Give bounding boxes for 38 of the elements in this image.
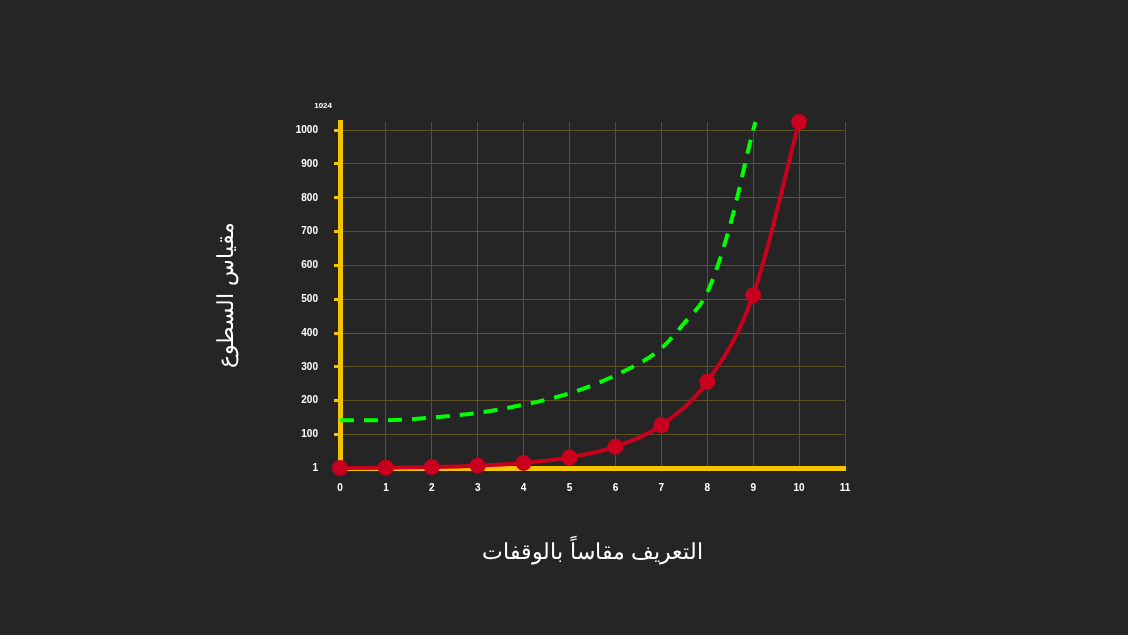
y-tick-label: 600 (301, 259, 319, 271)
point (423, 458, 440, 475)
x-tick-label: 8 (704, 481, 711, 493)
point (653, 417, 670, 434)
y-tick-label: 200 (301, 394, 319, 406)
x-tick-label: 5 (566, 481, 573, 493)
point (332, 460, 348, 476)
y-tick-label: 800 (301, 191, 319, 203)
x-tick-label: 4 (520, 481, 527, 493)
y-axis-title: مقياس السطوع (213, 222, 240, 368)
y-tick-label: 900 (301, 157, 319, 169)
point (469, 457, 486, 474)
text: 1024 (314, 101, 333, 111)
point (515, 454, 532, 471)
y-tick-label: 300 (301, 360, 319, 372)
x-tick-label: 6 (612, 481, 619, 493)
y-tick-label: 1000 (295, 123, 319, 135)
x-tick-label: 3 (474, 481, 481, 493)
point (607, 438, 624, 455)
x-axis-title: التعريف مقاساً بالوقفات (482, 534, 703, 565)
y-tick-label: 700 (301, 225, 319, 237)
x-tick-label: 1 (383, 481, 390, 493)
y-tick-label: 100 (301, 428, 319, 440)
x-tick-label: 7 (658, 481, 665, 493)
point (699, 373, 716, 390)
line-series (338, 120, 758, 423)
point (561, 449, 578, 466)
x-tick-label: 2 (429, 481, 436, 493)
y-tick-label: 400 (301, 326, 319, 338)
point (791, 114, 808, 130)
point (745, 287, 762, 304)
x-tick-label: 9 (750, 481, 757, 493)
point (377, 459, 394, 476)
y-tick-label: 1 (312, 461, 319, 473)
x-tick-label: 10 (793, 481, 806, 493)
x-tick-label: 11 (839, 481, 851, 493)
x-tick-label: 0 (337, 481, 344, 493)
y-tick-label: 500 (301, 292, 319, 304)
